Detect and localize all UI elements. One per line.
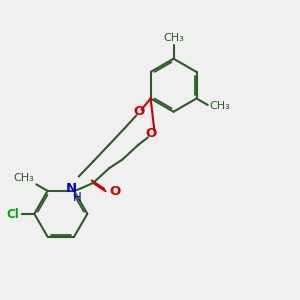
Text: Cl: Cl <box>7 208 20 221</box>
Text: CH₃: CH₃ <box>210 101 230 111</box>
Text: O: O <box>109 185 120 198</box>
Text: N: N <box>66 182 77 195</box>
Text: O: O <box>134 105 145 118</box>
Text: CH₃: CH₃ <box>14 172 34 183</box>
Text: H: H <box>73 190 81 203</box>
Text: CH₃: CH₃ <box>163 33 184 43</box>
Text: O: O <box>146 127 157 140</box>
